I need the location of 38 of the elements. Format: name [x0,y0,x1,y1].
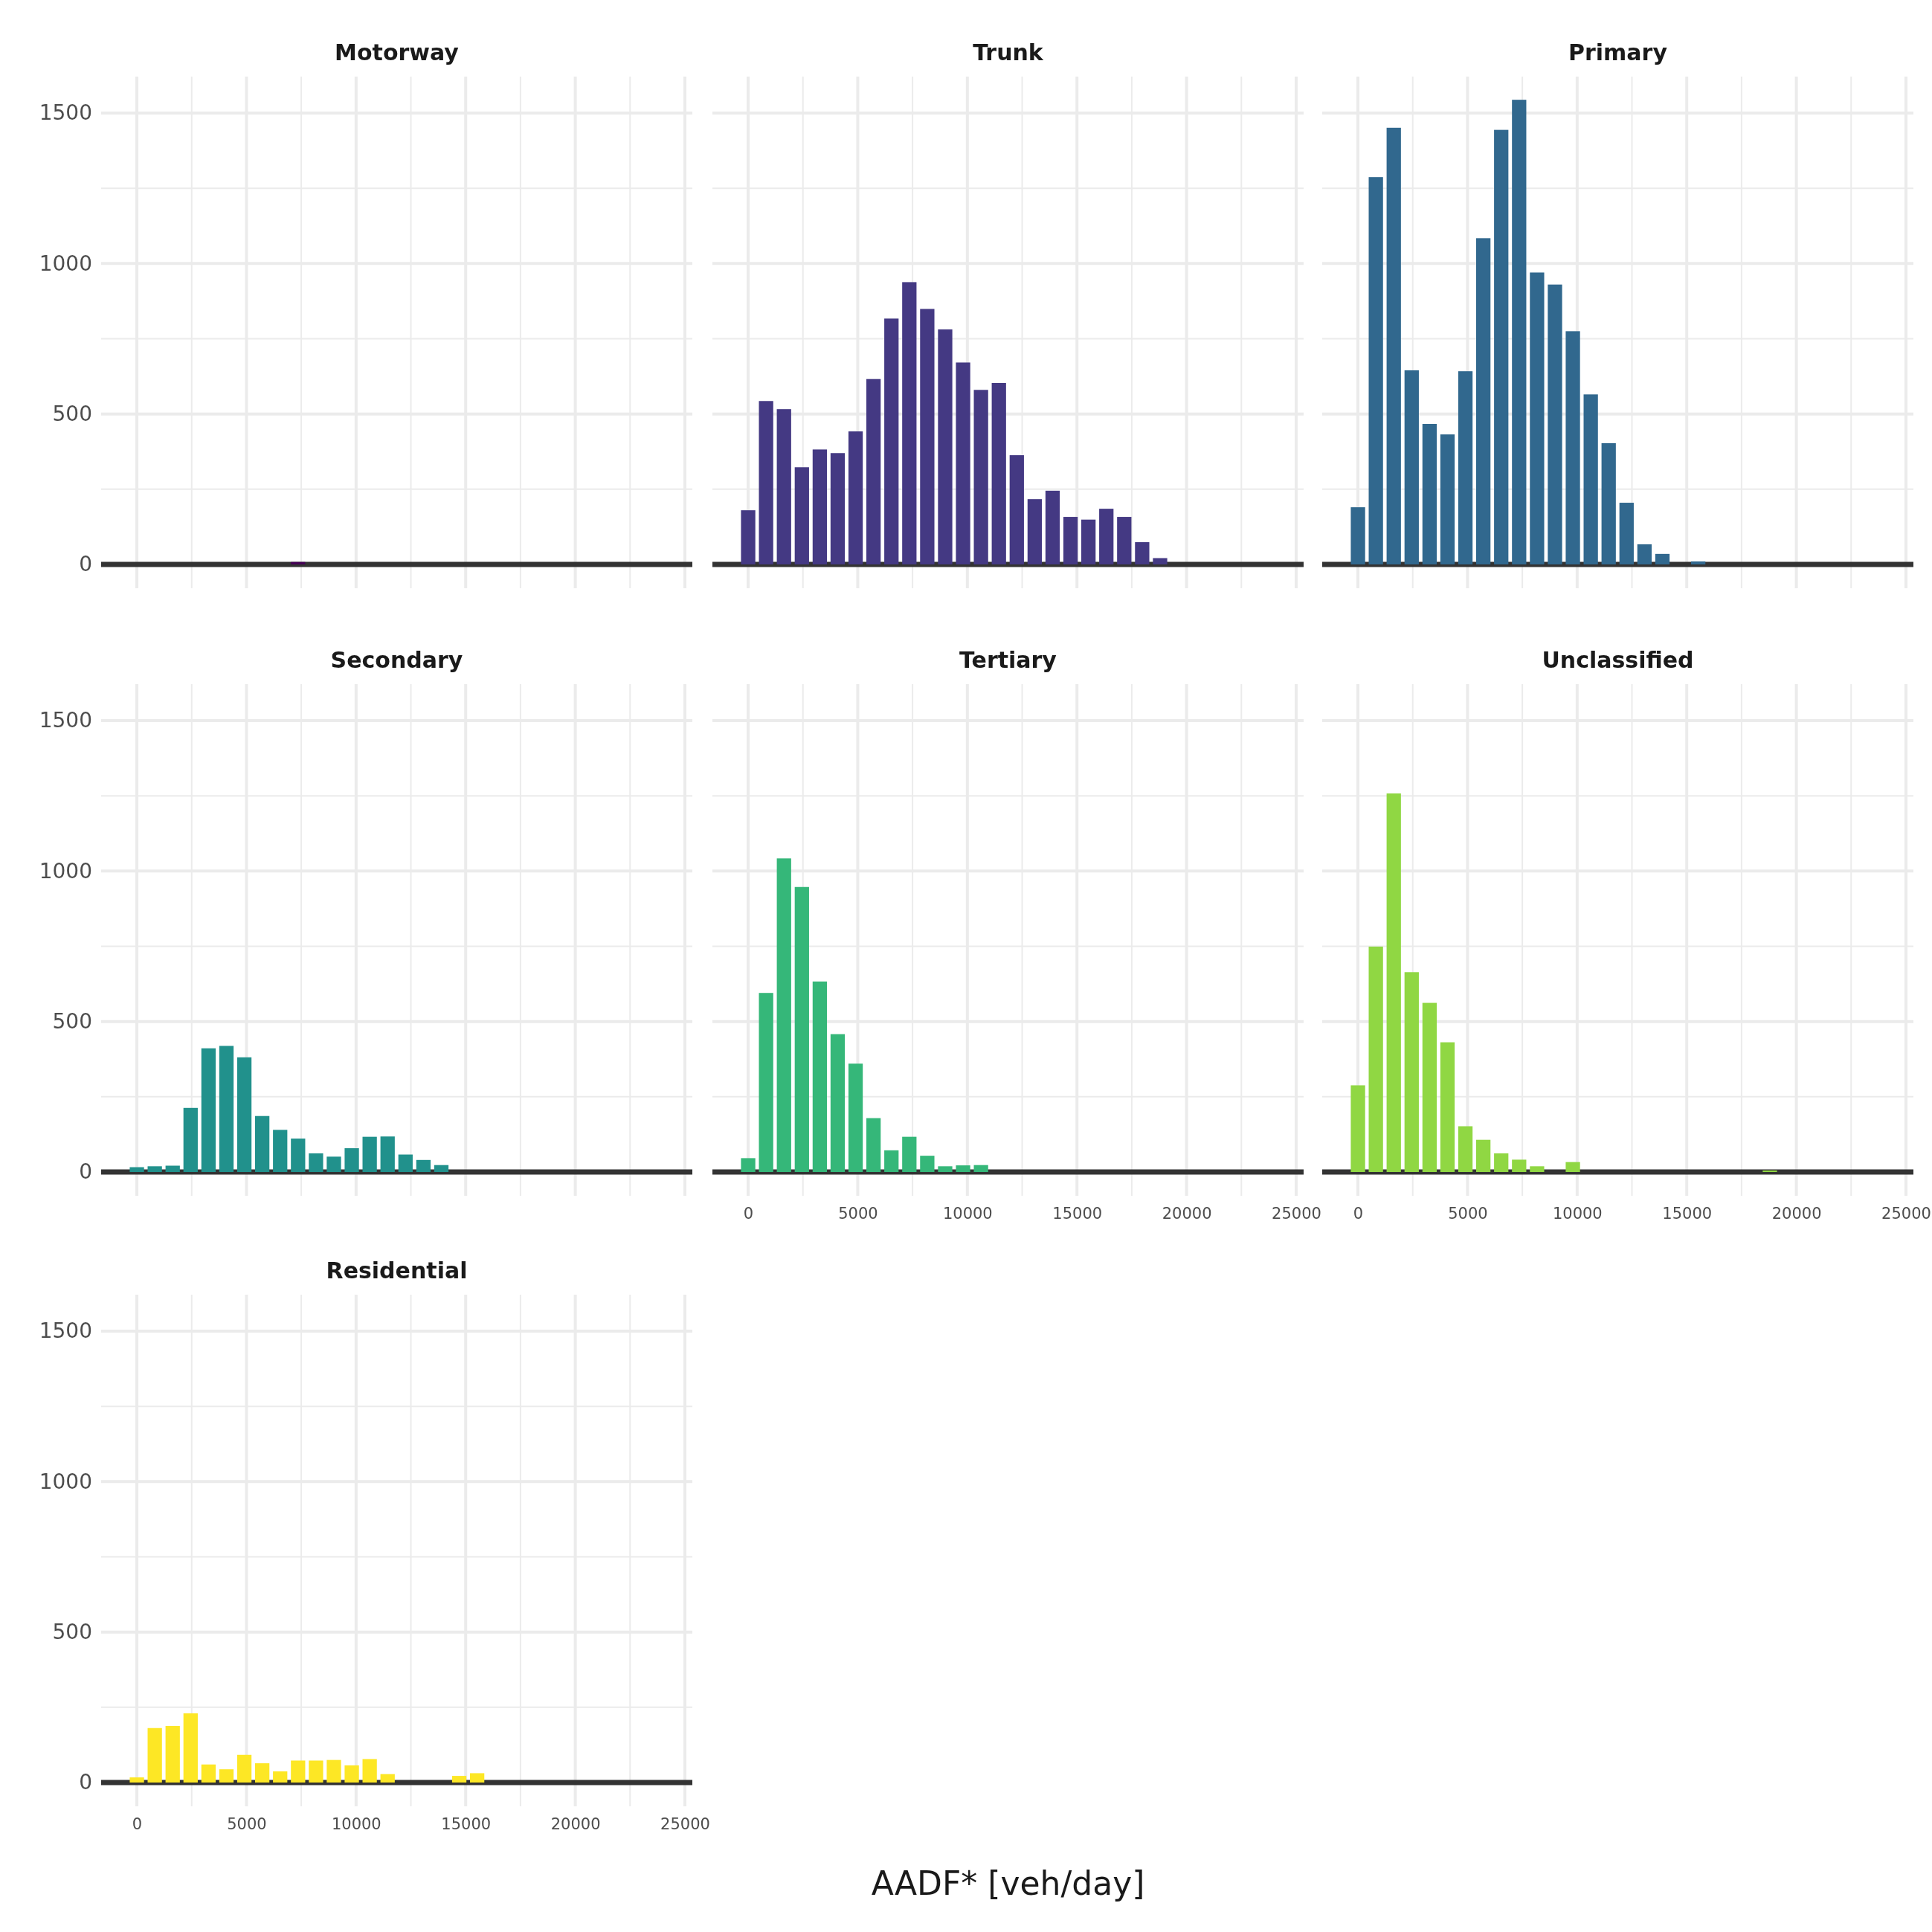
x-tick-label: 0 [132,1815,143,1833]
chart-title: Unclassified [1542,647,1694,673]
x-tick-label: 15000 [1052,1204,1103,1223]
y-tick-label: 1500 [39,1318,92,1344]
x-tick-label: 20000 [1162,1204,1212,1223]
y-tick-label: 1000 [39,1469,92,1494]
chart-title: Residential [326,1258,468,1284]
chart-title: Secondary [330,647,463,673]
x-tick-label: 25000 [1272,1204,1321,1223]
y-tick-label: 1500 [39,100,92,126]
x-tick-label: 25000 [660,1815,710,1833]
chart-title: Trunk [973,39,1044,65]
y-tick-label: 500 [52,1009,92,1034]
x-tick-label: 15000 [441,1815,492,1833]
y-tick-label: 500 [52,1620,92,1645]
y-tick-label: 0 [79,552,92,577]
x-tick-label: 20000 [1771,1204,1822,1223]
chart-title: Tertiary [959,647,1057,673]
x-tick-label: 20000 [550,1815,601,1833]
y-tick-label: 1500 [39,708,92,733]
chart-title: Primary [1568,39,1668,65]
x-tick-label: 5000 [227,1815,267,1833]
chart-title: Motorway [335,39,460,65]
x-tick-label: 0 [1353,1204,1364,1223]
y-tick-label: 1000 [39,858,92,883]
x-tick-label: 5000 [838,1204,878,1223]
x-axis-title: AADF* [veh/day] [871,1864,1145,1902]
y-tick-label: 500 [52,402,92,427]
x-tick-label: 0 [743,1204,754,1223]
x-tick-label: 25000 [1881,1204,1931,1223]
x-tick-label: 15000 [1662,1204,1713,1223]
y-tick-label: 1000 [39,251,92,276]
x-tick-label: 5000 [1448,1204,1488,1223]
x-tick-label: 10000 [942,1204,993,1223]
x-tick-label: 10000 [1552,1204,1603,1223]
y-tick-label: 0 [79,1159,92,1185]
y-tick-label: 0 [79,1770,92,1795]
x-tick-label: 10000 [331,1815,381,1833]
